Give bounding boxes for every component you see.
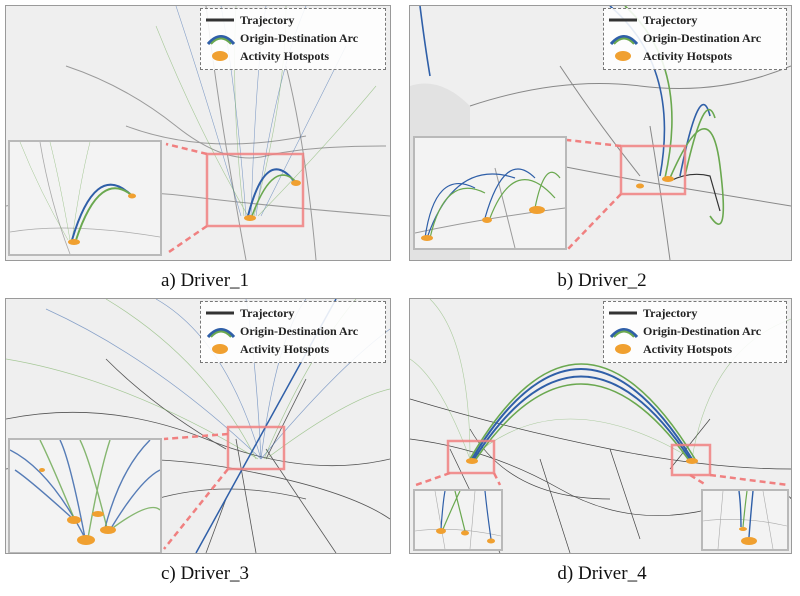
inset-zoom-driver-1 [8,140,162,256]
legend-label-hotspots: Activity Hotspots [240,48,329,63]
hotspot-icon [615,51,631,61]
map-canvas-driver-4 [410,299,791,553]
legend-row-od-arc: Origin-Destination Arc [609,30,761,46]
legend-label-hotspots: Activity Hotspots [643,48,732,63]
legend-label-hotspots: Activity Hotspots [643,341,732,356]
legend-row-hotspots: Activity Hotspots [609,341,732,357]
legend-label-od-arc: Origin-Destination Arc [643,323,762,338]
legend-label-trajectory: Trajectory [643,12,698,27]
legend-row-trajectory: Trajectory [609,305,697,321]
inset-zoom-driver-2 [413,136,567,250]
map-canvas-driver-1 [6,6,390,260]
map-panel-driver-4: Trajectory Origin-Destination Arc Activi… [409,298,792,554]
legend-row-trajectory: Trajectory [609,12,697,28]
inset-zoom-driver-4-left [413,489,503,551]
trajectory-line-icon [609,311,637,315]
caption-driver-1: a) Driver_1 [160,270,250,291]
arc-icon [609,35,639,45]
caption-driver-3: c) Driver_3 [160,563,250,584]
legend-label-trajectory: Trajectory [240,12,295,27]
hotspot-icon [212,344,228,354]
legend-label-od-arc: Origin-Destination Arc [240,323,359,338]
hotspot-icon [615,344,631,354]
legend-row-od-arc: Origin-Destination Arc [206,30,358,46]
legend-row-trajectory: Trajectory [206,12,294,28]
map-panel-driver-2: Trajectory Origin-Destination Arc Activi… [409,5,792,261]
legend-row-hotspots: Activity Hotspots [609,48,732,64]
legend-label-hotspots: Activity Hotspots [240,341,329,356]
legend-label-od-arc: Origin-Destination Arc [643,30,762,45]
legend-driver-3: Trajectory Origin-Destination Arc Activi… [200,301,386,363]
legend-row-hotspots: Activity Hotspots [206,341,329,357]
legend-driver-2: Trajectory Origin-Destination Arc Activi… [603,8,787,70]
legend-driver-4: Trajectory Origin-Destination Arc Activi… [603,301,787,363]
trajectory-line-icon [609,18,637,22]
inset-zoom-driver-4-right [701,489,789,551]
trajectory-line-icon [206,311,234,315]
arc-icon [609,328,639,338]
legend-label-trajectory: Trajectory [643,305,698,320]
legend-label-od-arc: Origin-Destination Arc [240,30,359,45]
legend-row-od-arc: Origin-Destination Arc [206,323,358,339]
caption-driver-2: b) Driver_2 [557,270,647,291]
caption-driver-4: d) Driver_4 [557,563,647,584]
arc-icon [206,35,236,45]
legend-row-hotspots: Activity Hotspots [206,48,329,64]
legend-row-od-arc: Origin-Destination Arc [609,323,761,339]
legend-driver-1: Trajectory Origin-Destination Arc Activi… [200,8,386,70]
trajectory-line-icon [206,18,234,22]
map-panel-driver-1: Trajectory Origin-Destination Arc Activi… [5,5,391,261]
map-panel-driver-3: Trajectory Origin-Destination Arc Activi… [5,298,391,554]
legend-label-trajectory: Trajectory [240,305,295,320]
hotspot-icon [212,51,228,61]
arc-icon [206,328,236,338]
inset-zoom-driver-3 [8,438,162,553]
legend-row-trajectory: Trajectory [206,305,294,321]
